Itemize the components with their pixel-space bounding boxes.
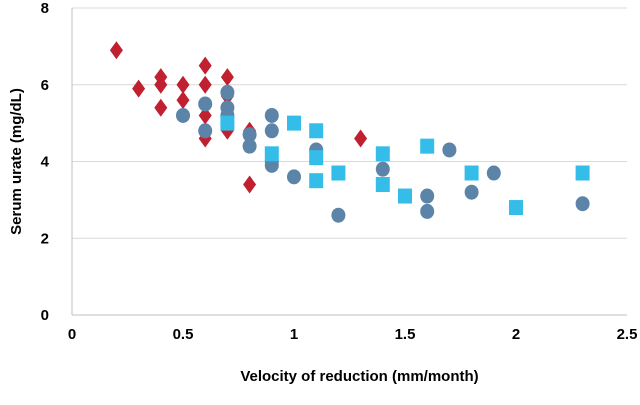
data-point-circle bbox=[198, 96, 213, 112]
data-point-square bbox=[375, 146, 390, 162]
data-point-circle bbox=[220, 84, 235, 100]
data-point-diamond bbox=[198, 75, 212, 94]
data-point-circle bbox=[176, 107, 190, 123]
y-tick-label: 6 bbox=[41, 77, 49, 94]
x-axis-title: Velocity of reduction (mm/month) bbox=[240, 368, 478, 385]
data-point-circle bbox=[287, 169, 301, 185]
data-point-circle bbox=[420, 188, 435, 204]
y-tick-label: 2 bbox=[41, 230, 49, 247]
data-point-square bbox=[309, 173, 324, 189]
data-point-square bbox=[375, 177, 390, 193]
data-points bbox=[109, 41, 590, 223]
data-point-circle bbox=[375, 161, 390, 177]
x-tick-label: 0.5 bbox=[173, 326, 194, 343]
data-point-circle bbox=[331, 207, 346, 223]
data-point-square bbox=[420, 138, 435, 154]
y-axis-title: Serum urate (mg/dL) bbox=[8, 88, 25, 235]
data-point-circle bbox=[420, 203, 435, 219]
y-tick-label: 0 bbox=[41, 307, 49, 324]
data-point-square bbox=[575, 165, 590, 181]
data-point-square bbox=[309, 123, 324, 139]
data-point-diamond bbox=[176, 91, 190, 110]
axes bbox=[71, 8, 627, 316]
data-point-square bbox=[264, 146, 279, 162]
data-point-circle bbox=[442, 142, 457, 158]
y-tick-label: 8 bbox=[41, 0, 49, 17]
data-point-square bbox=[331, 165, 346, 181]
data-point-diamond bbox=[154, 98, 168, 117]
grid-lines bbox=[72, 7, 627, 239]
data-point-square bbox=[220, 115, 235, 131]
x-tick-label: 0 bbox=[68, 326, 76, 343]
data-point-diamond bbox=[154, 75, 168, 94]
tick-labels: 0 2 4 6 8 0 0.5 1 1.5 2 2.5 bbox=[41, 0, 638, 343]
x-tick-label: 1.5 bbox=[395, 326, 416, 343]
x-tick-label: 1 bbox=[290, 326, 298, 343]
data-point-circle bbox=[575, 196, 590, 212]
data-point-circle bbox=[242, 138, 257, 154]
data-point-diamond bbox=[243, 175, 257, 194]
data-point-square bbox=[309, 150, 324, 166]
data-point-circle bbox=[486, 165, 501, 181]
data-point-diamond bbox=[109, 41, 123, 60]
data-point-circle bbox=[242, 127, 257, 143]
x-tick-label: 2 bbox=[512, 326, 520, 343]
data-point-circle bbox=[198, 123, 213, 139]
data-point-square bbox=[398, 188, 412, 204]
data-point-circle bbox=[264, 123, 279, 139]
data-point-diamond bbox=[176, 75, 190, 94]
data-point-diamond bbox=[198, 106, 212, 125]
data-point-diamond bbox=[132, 79, 146, 98]
data-point-square bbox=[287, 115, 301, 131]
data-point-diamond bbox=[354, 129, 368, 148]
x-tick-label: 2.5 bbox=[617, 326, 638, 343]
data-point-circle bbox=[264, 157, 279, 173]
data-point-square bbox=[464, 165, 479, 181]
data-point-circle bbox=[464, 184, 479, 200]
y-tick-label: 4 bbox=[41, 154, 50, 171]
data-point-circle bbox=[264, 107, 279, 123]
data-point-square bbox=[509, 200, 523, 216]
data-point-diamond bbox=[198, 56, 212, 75]
data-point-diamond bbox=[220, 68, 234, 87]
